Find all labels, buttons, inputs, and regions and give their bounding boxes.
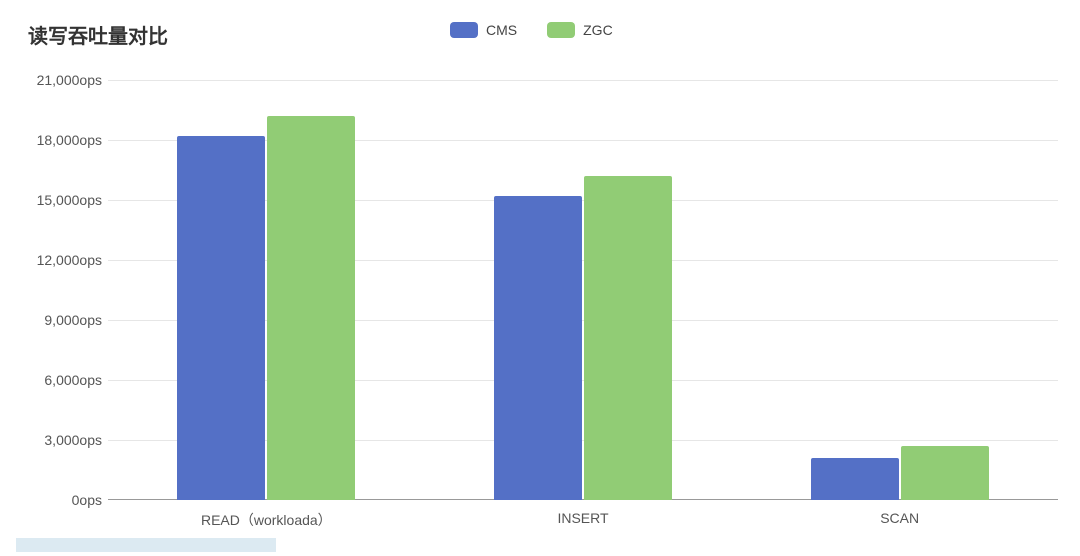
legend-label-zgc: ZGC	[583, 22, 613, 38]
legend-swatch-zgc	[547, 22, 575, 38]
bar-scan-cms	[811, 458, 899, 500]
legend-label-cms: CMS	[486, 22, 517, 38]
y-tick-2: 6,000ops	[44, 372, 102, 388]
x-label-2: SCAN	[880, 510, 919, 526]
bar-scan-zgc	[901, 446, 989, 500]
bar-read-cms	[177, 136, 265, 500]
y-tick-6: 18,000ops	[37, 132, 102, 148]
y-tick-0: 0ops	[72, 492, 102, 508]
legend-swatch-cms	[450, 22, 478, 38]
plot-area: 0ops 3,000ops 6,000ops 9,000ops 12,000op…	[108, 80, 1058, 500]
y-tick-7: 21,000ops	[37, 72, 102, 88]
y-tick-5: 15,000ops	[37, 192, 102, 208]
legend-item-cms: CMS	[450, 22, 517, 38]
y-tick-1: 3,000ops	[44, 432, 102, 448]
gridline-7	[108, 80, 1058, 81]
legend: CMS ZGC	[450, 22, 613, 38]
y-tick-3: 9,000ops	[44, 312, 102, 328]
chart-title: 读写吞吐量对比	[28, 20, 168, 49]
x-label-0: READ（workloada）	[201, 510, 332, 530]
x-label-1: INSERT	[557, 510, 608, 526]
bar-insert-zgc	[584, 176, 672, 500]
bar-insert-cms	[494, 196, 582, 500]
legend-item-zgc: ZGC	[547, 22, 613, 38]
bar-read-zgc	[267, 116, 355, 500]
footer-marker	[16, 538, 276, 552]
chart-header: 读写吞吐量对比 CMS ZGC	[0, 20, 1080, 50]
y-tick-4: 12,000ops	[37, 252, 102, 268]
